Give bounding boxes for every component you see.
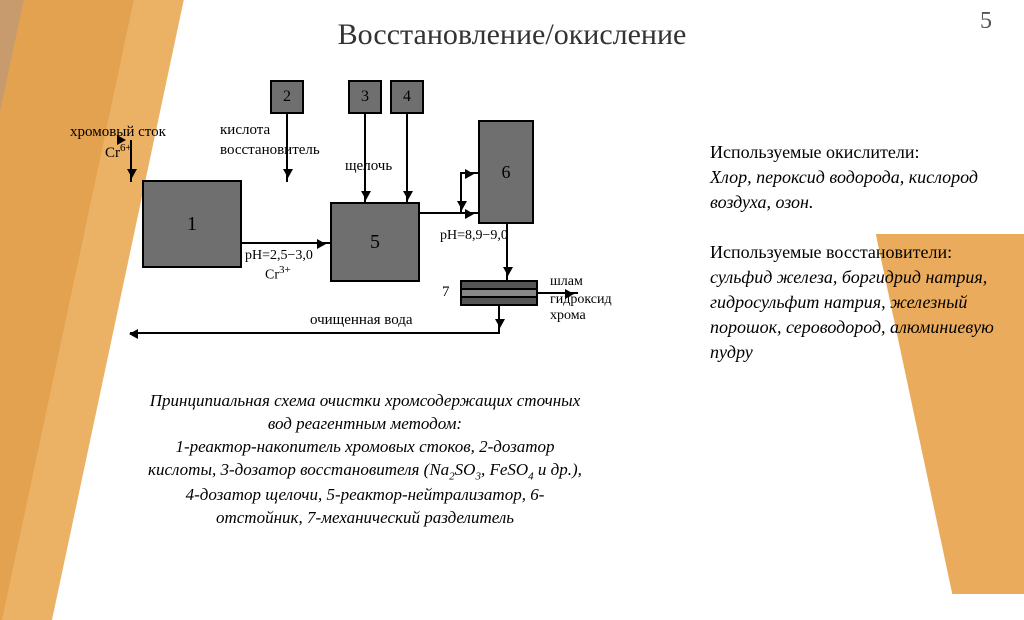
label-reducer: восстановитель <box>220 142 320 159</box>
caption-line: 1-реактор-накопитель хромовых стоков, 2-… <box>100 436 630 459</box>
label-clean: очищенная вода <box>310 312 413 329</box>
label-ph1: pH=2,5−3,0 <box>245 248 313 264</box>
arrow <box>406 114 408 204</box>
label-alkali: щелочь <box>345 158 392 175</box>
arrow <box>498 306 500 332</box>
label-7: 7 <box>442 284 450 301</box>
flow-diagram: 2 3 4 кислота восстановитель щелочь 1 хр… <box>90 80 650 360</box>
reducers-header: Используемые восстановители: <box>710 240 1000 265</box>
label-hydroxide: гидроксид <box>550 292 612 308</box>
cr3-ion: 3+ <box>279 264 291 276</box>
arrow <box>506 224 508 280</box>
label-ph2: pH=8,9−9,0 <box>440 228 508 244</box>
oxidizers-list: Хлор, пероксид водорода, кислород воздух… <box>710 165 1000 215</box>
slide-title: Восстановление/окисление <box>0 18 1024 52</box>
label-acid: кислота <box>220 122 270 139</box>
cr-symbol: Cr <box>105 145 120 161</box>
arrow <box>420 212 478 214</box>
reducers-list: сульфид железа, боргидрид натрия, гидрос… <box>710 265 1000 366</box>
caption-line: Принципиальная схема очистки хромсодержа… <box>100 390 630 413</box>
box-2: 2 <box>270 80 304 114</box>
label-cr6: Cr6+ <box>105 142 132 162</box>
cr-symbol: Cr <box>265 268 279 283</box>
oxidizers-header: Используемые окислители: <box>710 140 1000 165</box>
label-hydroxide2: хрома <box>550 308 586 324</box>
arrow <box>460 172 478 174</box>
diagram-caption: Принципиальная схема очистки хромсодержа… <box>100 390 630 530</box>
box-4: 4 <box>390 80 424 114</box>
box-5: 5 <box>330 202 420 282</box>
arrow <box>130 140 132 182</box>
caption-line: 4-дозатор щелочи, 5-реактор-нейтрализато… <box>100 484 630 507</box>
arrow <box>364 114 366 204</box>
arrow <box>242 242 330 244</box>
box-3: 3 <box>348 80 382 114</box>
arrow <box>130 332 500 334</box>
arrow <box>460 172 462 214</box>
label-sludge: шлам <box>550 274 583 290</box>
caption-line: отстойник, 7-механический разделитель <box>100 507 630 530</box>
box-6: 6 <box>478 120 534 224</box>
side-text: Используемые окислители: Хлор, пероксид … <box>710 130 1000 366</box>
caption-line: вод реагентным методом: <box>100 413 630 436</box>
box-1: 1 <box>142 180 242 268</box>
arrow <box>286 114 288 182</box>
caption-line: кислоты, 3-дозатор восстановителя (Na2SO… <box>100 459 630 484</box>
box-7: 7 <box>460 280 538 306</box>
label-cr3: Cr3+ <box>265 264 291 284</box>
